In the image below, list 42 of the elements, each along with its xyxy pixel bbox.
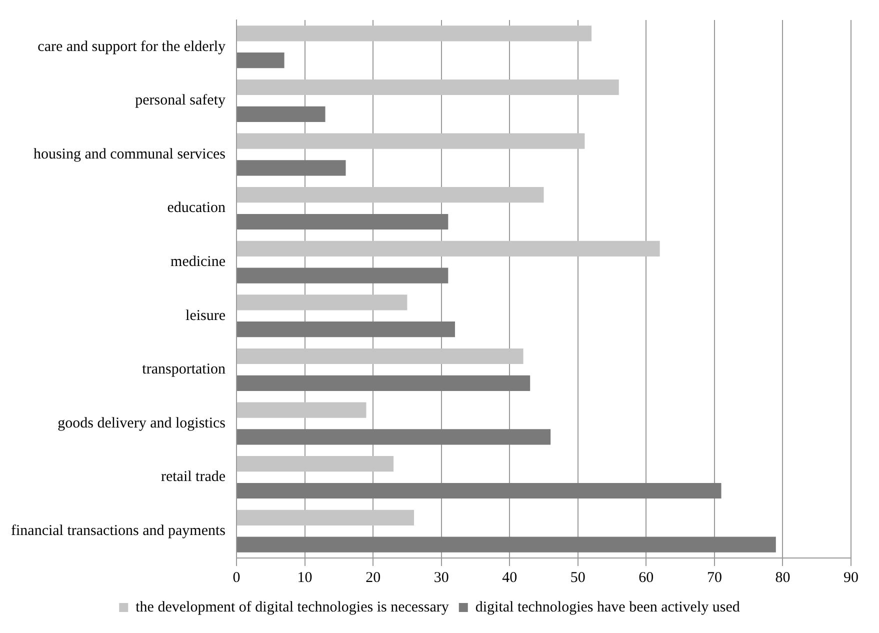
bar — [237, 322, 455, 338]
x-tick-label: 60 — [638, 570, 654, 586]
y-tick-label: medicine — [170, 254, 226, 270]
x-tick-label: 0 — [232, 570, 240, 586]
bar — [237, 106, 326, 122]
bar — [237, 187, 544, 203]
x-tick-label: 50 — [570, 570, 586, 586]
bar — [237, 240, 660, 256]
x-tick-label: 70 — [706, 570, 722, 586]
y-tick-label: education — [167, 200, 226, 216]
bar — [237, 348, 524, 364]
bar — [237, 402, 366, 418]
bar — [237, 294, 408, 310]
x-tick-label: 10 — [297, 570, 312, 586]
bar — [237, 52, 284, 68]
bar — [237, 268, 448, 284]
y-tick-label: leisure — [186, 308, 226, 324]
x-tick-label: 40 — [502, 570, 518, 586]
y-tick-label: financial transactions and payments — [10, 523, 226, 540]
y-tick-label: personal safety — [135, 92, 226, 109]
bar — [237, 375, 530, 391]
bar — [237, 79, 619, 96]
y-tick-label: retail trade — [160, 469, 226, 486]
x-tick-label: 80 — [775, 570, 790, 586]
bar — [237, 133, 585, 149]
bar — [237, 510, 414, 526]
bar — [237, 482, 722, 499]
y-tick-label: transportation — [142, 362, 226, 378]
x-tick-label: 30 — [434, 570, 449, 586]
bar — [237, 160, 346, 176]
bar — [237, 214, 448, 230]
y-tick-label: goods delivery and logistics — [58, 415, 226, 432]
bar — [237, 429, 551, 445]
x-tick-label: 20 — [366, 570, 381, 586]
legend-label: the development of digital technologies is necessary — [136, 599, 450, 616]
bar — [237, 456, 394, 472]
y-tick-label: housing and communal services — [33, 146, 226, 162]
bar — [237, 536, 776, 552]
legend-label: digital technologies have been actively used — [475, 599, 740, 616]
x-tick-label: 90 — [844, 570, 858, 586]
y-tick-label: care and support for the elderly — [38, 38, 226, 55]
bar — [237, 26, 592, 42]
